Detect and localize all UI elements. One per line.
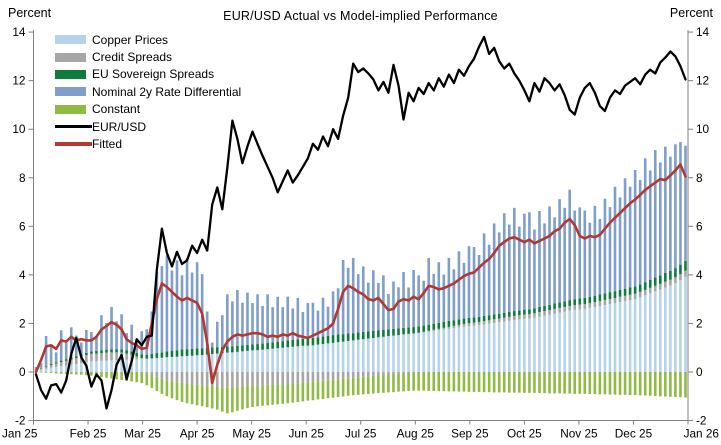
x-tick-label: Jul 25: [345, 427, 377, 441]
x-tick-label: Aug 25: [397, 427, 435, 441]
legend-item-eurusd: EUR/USD: [55, 118, 241, 135]
stacked-bars-layer: [34, 142, 687, 414]
y-tick-label-left: 6: [19, 219, 26, 233]
y-tick-label-right: 12: [696, 74, 709, 88]
axis-ticks: [28, 31, 693, 425]
y-tick-label-right: 14: [696, 25, 710, 39]
fitted-line: [34, 163, 687, 385]
legend-label: EUR/USD: [92, 119, 147, 134]
y-tick-label-left: 2: [19, 316, 26, 330]
legend-label: EU Sovereign Spreads: [92, 67, 215, 82]
x-tick-label: Sep 25: [451, 427, 489, 441]
fitted-line-swatch-icon: [55, 142, 92, 146]
x-tick-label: Nov 25: [560, 427, 598, 441]
x-tick-label: Mar 25: [124, 427, 161, 441]
eu-sovereign-spreads-swatch-icon: [55, 69, 86, 79]
x-tick-label: Jun 25: [288, 427, 324, 441]
legend-item-credit-spreads: Credit Spreads: [55, 48, 241, 65]
y-tick-label-right: 2: [696, 316, 703, 330]
eurusd-line-swatch-icon: [55, 125, 92, 129]
x-tick-label: Jan 26: [684, 427, 720, 441]
legend-label: Nominal 2y Rate Differential: [92, 84, 242, 99]
x-tick-label: Jan 25: [2, 427, 38, 441]
x-tick-label: Dec 25: [615, 427, 653, 441]
chart-title: EUR/USD Actual vs Model-implied Performa…: [223, 9, 498, 23]
legend-item-nominal-2y-rate-differential: Nominal 2y Rate Differential: [55, 83, 241, 100]
nominal-2y-rate-differential-swatch-icon: [55, 87, 86, 97]
legend-label: Copper Prices: [92, 32, 169, 47]
y-tick-label-left: -2: [15, 414, 26, 428]
y-tick-label-left: 10: [12, 122, 26, 136]
legend-label: Credit Spreads: [92, 50, 173, 65]
legend-item-eu-sovereign-spreads: EU Sovereign Spreads: [55, 66, 241, 83]
y-tick-label-left: 4: [19, 268, 26, 282]
x-tick-label: Oct 25: [507, 427, 542, 441]
y-tick-label-right: -2: [696, 414, 707, 428]
y-tick-label-left: 14: [12, 25, 26, 39]
copper-prices-swatch-icon: [55, 35, 86, 45]
y-tick-label-right: 0: [696, 365, 703, 379]
eur-usd-line: [34, 35, 687, 410]
constant-swatch-icon: [55, 104, 86, 114]
legend-item-copper-prices: Copper Prices: [55, 31, 241, 48]
legend-item-constant: Constant: [55, 101, 241, 118]
y-axis-unit-left: Percent: [8, 6, 52, 20]
y-tick-label-left: 12: [12, 74, 25, 88]
x-tick-label: Apr 25: [180, 427, 215, 441]
y-tick-label-right: 10: [696, 122, 710, 136]
y-tick-label-right: 4: [696, 268, 703, 282]
y-tick-label-right: 8: [696, 171, 703, 185]
y-tick-label-left: 0: [19, 365, 26, 379]
legend-item-fitted: Fitted: [55, 135, 241, 152]
x-tick-label: Feb 25: [70, 427, 107, 441]
credit-spreads-swatch-icon: [55, 52, 86, 62]
legend-label: Constant: [92, 102, 141, 117]
legend-label: Fitted: [92, 137, 123, 152]
y-tick-label-right: 6: [696, 219, 703, 233]
x-tick-label: May 25: [232, 427, 271, 441]
y-tick-label-left: 8: [19, 171, 26, 185]
chart-legend: Copper Prices Credit Spreads EU Sovereig…: [55, 31, 241, 153]
y-axis-unit-right: Percent: [669, 6, 713, 20]
